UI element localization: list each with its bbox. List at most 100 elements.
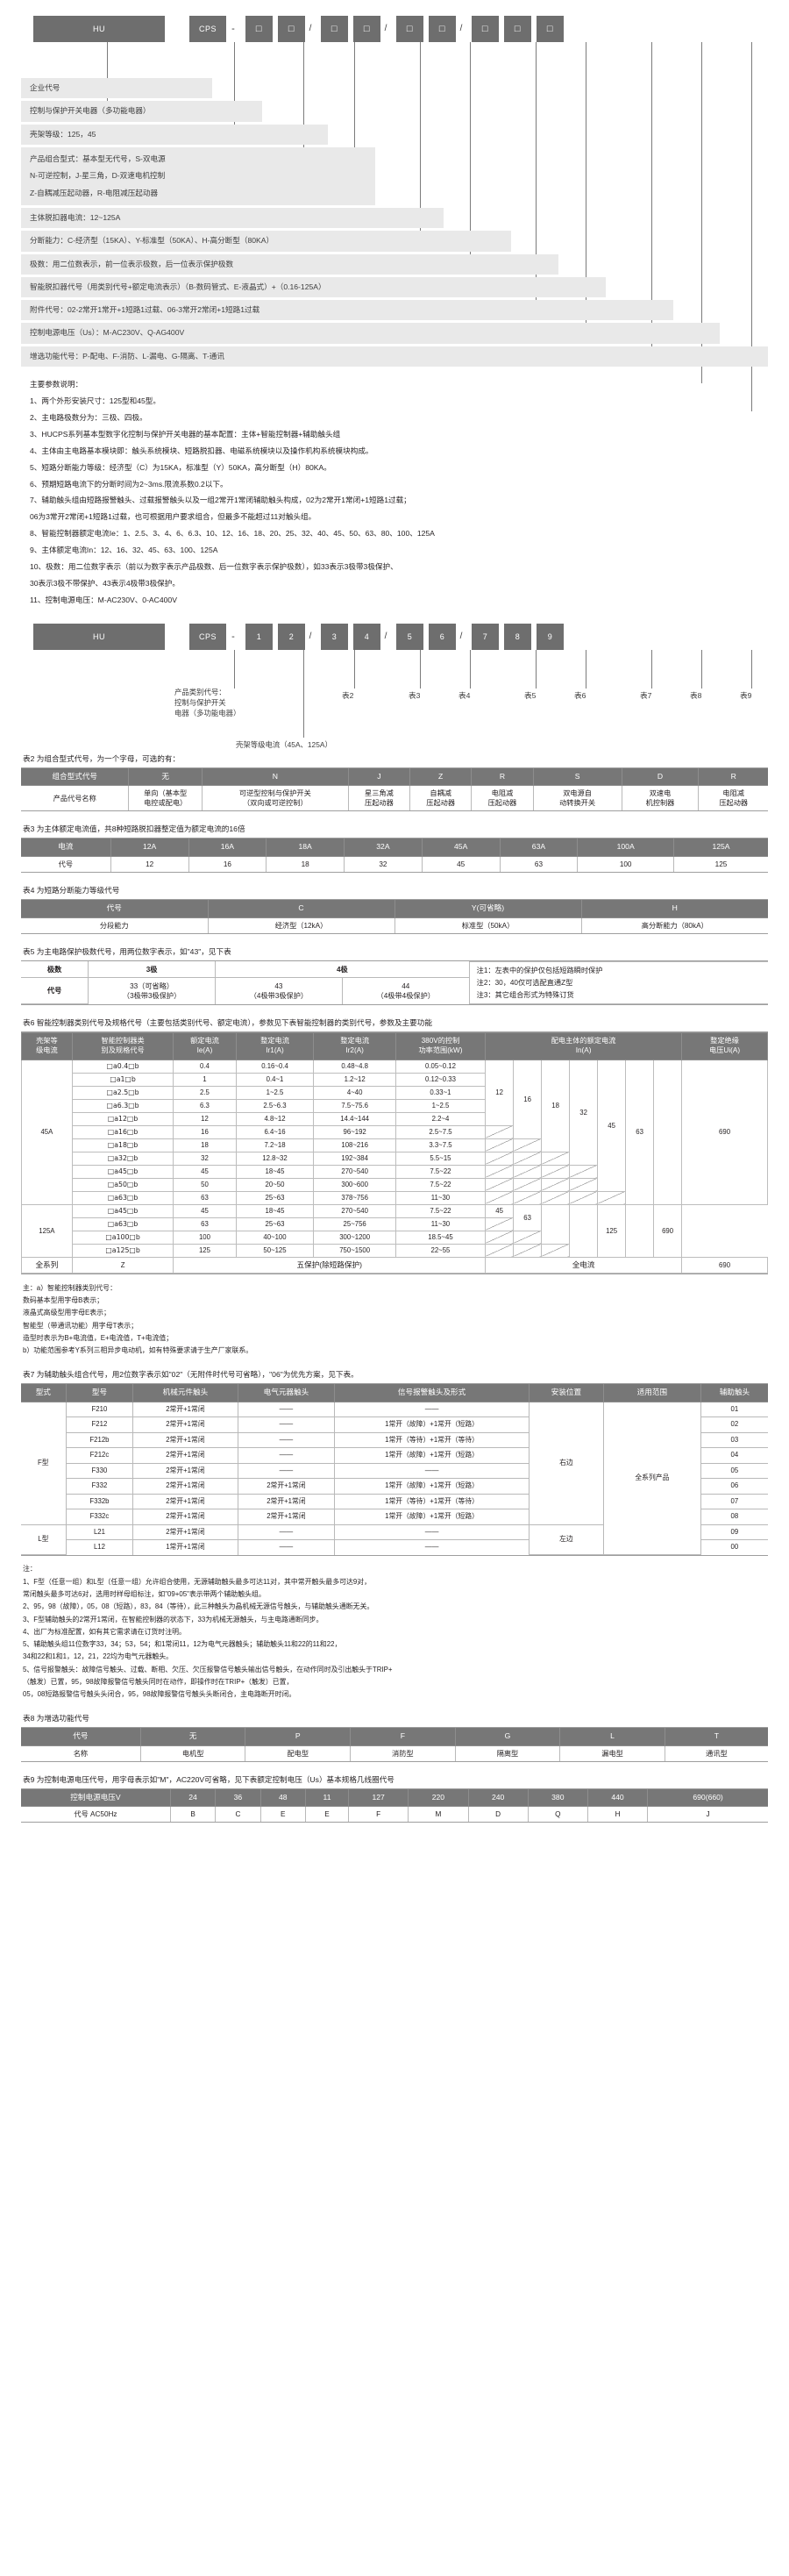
code-boxes-row-2: HU CPS - 1 2 / 3 4 / 5 6 / 7 8 9 [21, 620, 768, 650]
cell-hatch [513, 1177, 543, 1192]
cell-pw: 11~30 [394, 1217, 487, 1231]
leader-line [107, 42, 108, 102]
cell: 自耦减 压起动器 [409, 785, 473, 811]
cell-in-16: 16 [513, 1059, 543, 1139]
cell-mech: 2常开+1常闭 [132, 1447, 238, 1464]
table-row: □a6.3□b 6.3 2.5~6.3 7.5~75.6 1~2.5 [22, 1098, 768, 1113]
th-r2: R [698, 767, 768, 787]
th-signal: 信号报警触头及形式 [334, 1384, 530, 1402]
cell-model: F210 [65, 1401, 134, 1418]
table7-note: 5、辅助触头组11位数字33，34；53，54；和1常闭11，12为电气元器触头… [23, 1640, 342, 1649]
legend-row-accessory: 附件代号：02-2常开1常开+1短路1过载、06-3常开2常闭+1短路1过载 [21, 300, 673, 321]
cell-pw: 2.5~7.5 [394, 1124, 487, 1139]
cell-in-blank [625, 1203, 655, 1258]
row-label: 分段能力 [21, 917, 209, 933]
table6-note: 液晶式高级型用字母E表示； [23, 1309, 110, 1317]
table7-notes: 注： 1、F型（任意一组）和L型（任意一组）允许组合使用，无源辅助触头最多可达1… [23, 1564, 768, 1701]
cell-sig: —— [334, 1401, 530, 1418]
th-p: P [245, 1728, 352, 1746]
cell-ie: 45 [173, 1203, 237, 1218]
th-poles: 极数 [21, 961, 89, 979]
cell-hatch [485, 1138, 515, 1152]
cell-ie: 63 [173, 1190, 237, 1205]
cell-model: L12 [66, 1539, 134, 1555]
cell-pw: 3.3~7.5 [394, 1138, 487, 1152]
table8: 代号 无 P F G L T 名称 电机型 配电型 消防型 隔离型 漏电型 通讯… [21, 1728, 768, 1761]
code2-slash-1: / [309, 631, 312, 641]
cell-hatch [541, 1164, 571, 1179]
cell-sig: —— [334, 1523, 530, 1541]
cell-pw: 11~30 [394, 1190, 487, 1205]
cell-hatch [485, 1243, 515, 1258]
code2-box-9: 9 [537, 623, 564, 650]
leader-line [751, 42, 752, 411]
table-row: F212b 2常开+1常闭 —— 1常开（等待）+1常开（等待） 03 [21, 1431, 768, 1449]
code2-slash-3: / [459, 631, 463, 641]
row-label: 代号 [21, 855, 111, 873]
cell-type: □a100□b [71, 1230, 174, 1245]
table5-caption: 表5 为主电路保护极数代号，用两位数字表示，如"43"，见下表 [23, 946, 231, 956]
cell: 125 [673, 855, 768, 873]
notes-title: 主要参数说明： [30, 380, 83, 389]
table4-wrapper: 代号 C Y(可省略) H 分段能力 经济型（12kA） 标准型（50kA） 高… [21, 899, 768, 934]
cell-sig: 1常开（故障）+1常开（短路） [334, 1509, 530, 1525]
th-v-690: 690(660) [647, 1788, 768, 1808]
cell-elec: 2常开+1常闭 [237, 1509, 336, 1525]
legend-row-company-code: 企业代号 [21, 78, 212, 99]
cell-type: □a0.4□b [71, 1059, 174, 1074]
cell-ie: 125 [173, 1243, 237, 1258]
cell-ir2: 25~756 [313, 1217, 396, 1231]
th-63a: 63A [499, 838, 579, 857]
cell-type: □a63□b [71, 1190, 174, 1205]
cell-type: □a63□b [71, 1217, 174, 1231]
legend-row-breaking-capacity: 分断能力：C-经济型（15KA）、Y-标准型（50KA）、H-高分断型（80KA… [21, 231, 511, 252]
cell-ir1: 12.8~32 [235, 1151, 315, 1166]
cell-elec: 2常开+1常闭 [237, 1493, 336, 1510]
cell-ui-125a: 690 [653, 1203, 683, 1258]
cell-model: F330 [66, 1462, 134, 1480]
table3: 电流 12A 16A 18A 32A 45A 63A 100A 125A 代号 … [21, 838, 768, 873]
th-v-48: 48 [259, 1788, 306, 1808]
cell-elec: —— [237, 1462, 336, 1480]
code2-slash-2: / [384, 631, 387, 641]
cell-pw: 0.05~0.12 [394, 1059, 487, 1074]
th-v-24: 24 [169, 1788, 217, 1808]
code2-box-4: 4 [353, 623, 380, 650]
cell-ie: 12 [173, 1111, 237, 1126]
th-v-220: 220 [408, 1788, 469, 1808]
spec-page: HU CPS - □ □ / □ □ / □ □ / □ □ □ [21, 16, 768, 1823]
th-frame-current: 壳架等 级电流 [21, 1032, 73, 1060]
th-none: 无 [139, 1728, 246, 1746]
note-item: 1、两个外形安装尺寸：125型和45型。 [30, 396, 160, 406]
cell-ir2: 108~216 [313, 1138, 396, 1152]
cell-hatch [569, 1177, 599, 1192]
code2-box-5: 5 [396, 623, 423, 650]
row-label: 代号 AC50Hz [21, 1806, 171, 1823]
cell-ie: 100 [173, 1230, 237, 1245]
table-row: F型 F210 2常开+1常闭 —— —— 右边 全系列产品 01 [21, 1401, 768, 1556]
cell-ir1: 7.2~18 [235, 1138, 315, 1152]
table7-note: （触发）已置，95，98故障报警信号触头同时在动作，即操作时在TRIP+（触发）… [23, 1678, 294, 1686]
cell: H [586, 1806, 649, 1823]
table-row: F212c 2常开+1常闭 —— 1常开（故障）+1常开（短路） 04 [21, 1447, 768, 1464]
th-h: H [580, 900, 768, 918]
cell: 通讯型 [664, 1745, 768, 1761]
cell-aux: 02 [700, 1416, 768, 1433]
cell-ir2: 192~384 [313, 1151, 396, 1166]
cell-model: L21 [65, 1523, 134, 1541]
leader-line [536, 649, 537, 689]
table6-note: 数码基本型用字母B表示； [23, 1296, 104, 1305]
cell: D [467, 1806, 529, 1823]
cell-aux: 04 [700, 1447, 768, 1464]
cell-hatch [513, 1243, 543, 1258]
cell-mech: 2常开+1常闭 [132, 1478, 238, 1495]
th-main-rated-current: 配电主体的额定电流 In(A) [485, 1032, 683, 1060]
code-slash-2: / [384, 24, 387, 33]
th-insulation-voltage: 整定绝缘 电压Ui(A) [681, 1032, 768, 1060]
cell: M [408, 1806, 469, 1823]
cell-ir1: 40~100 [235, 1230, 315, 1245]
cell-pw: 7.5~22 [394, 1203, 487, 1218]
leader-line [701, 649, 702, 689]
table-row: 代号 33（可省略） （3极带3极保护） 43 （4极带3极保护） 44 （4极… [21, 977, 768, 1005]
cell-ir1: 2.5~6.3 [235, 1098, 315, 1113]
